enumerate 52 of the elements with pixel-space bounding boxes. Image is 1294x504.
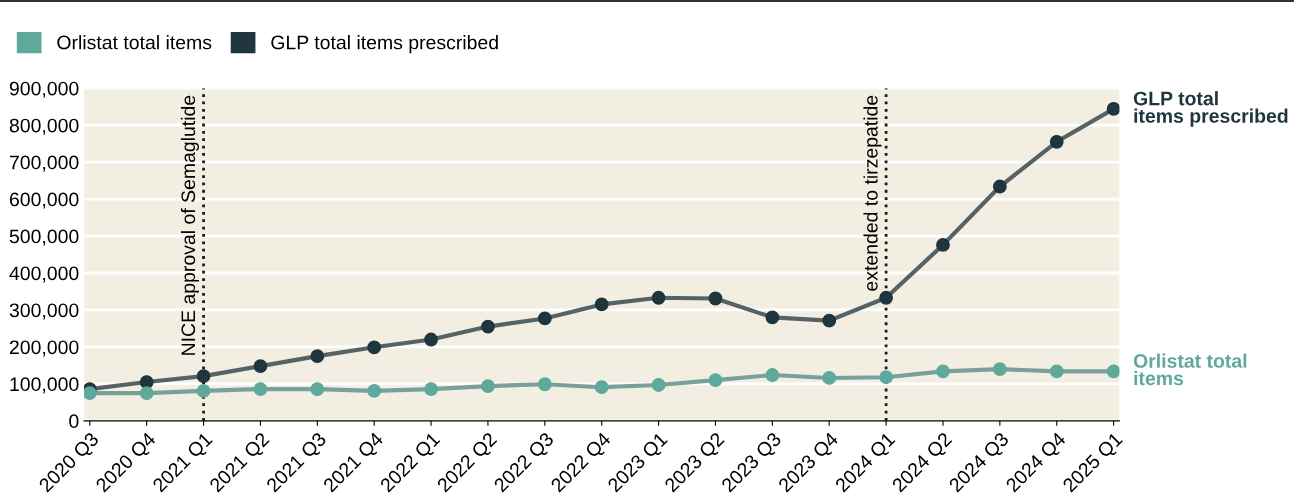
y-tick-label: 300,000: [9, 303, 79, 320]
y-tick-label: 500,000: [9, 229, 79, 246]
y-tick-label: 200,000: [9, 340, 79, 357]
y-tick-label: 600,000: [9, 192, 79, 209]
point: [310, 382, 325, 396]
point: [196, 383, 211, 398]
point: [253, 382, 268, 396]
point: [765, 368, 780, 382]
text: GLP total items prescribed: [1133, 91, 1288, 127]
point: [424, 332, 438, 347]
point: [936, 238, 950, 252]
y-tick-label: 100,000: [10, 377, 79, 394]
text: Orlistat total items: [1133, 353, 1247, 386]
point: [879, 370, 894, 385]
point: [481, 379, 495, 394]
point: [992, 179, 1007, 194]
point: [765, 310, 780, 325]
point: [594, 380, 609, 395]
y-tick-label: 900,000: [9, 81, 79, 98]
point: [481, 319, 495, 334]
point: [196, 369, 211, 384]
y-tick-label: 700,000: [9, 155, 79, 172]
point: [310, 349, 325, 364]
point: [1049, 134, 1064, 149]
point: [879, 290, 894, 305]
point: [537, 377, 552, 392]
point: [708, 373, 723, 388]
point: [822, 371, 837, 385]
legend-label: GLP total items prescribed: [271, 35, 498, 54]
ref-line-label: extended to tirzepatide: [863, 95, 882, 291]
point: [822, 313, 837, 328]
y-tick-label: 0: [69, 414, 79, 429]
point: [594, 297, 609, 312]
point: [424, 382, 438, 396]
point: [84, 386, 97, 401]
legend-label: Orlistat total items: [57, 35, 212, 50]
point: [1106, 364, 1120, 379]
point: [367, 340, 382, 355]
point: [936, 364, 950, 379]
point: [537, 311, 552, 326]
point: [139, 386, 154, 401]
point: [651, 378, 666, 392]
point: [1049, 364, 1064, 379]
point: [651, 290, 666, 305]
point: [367, 383, 382, 398]
point: [992, 362, 1007, 377]
point: [1106, 101, 1120, 116]
point: [708, 291, 723, 306]
ref-line-label: NICE approval of Semaglutide: [180, 95, 200, 355]
point: [253, 359, 268, 374]
y-tick-label: 400,000: [9, 266, 79, 283]
y-tick-label: 800,000: [9, 118, 79, 135]
